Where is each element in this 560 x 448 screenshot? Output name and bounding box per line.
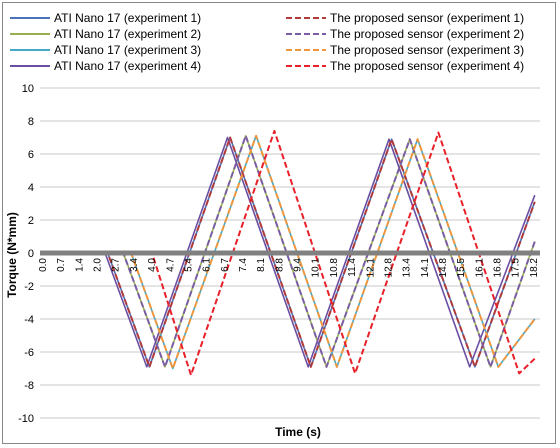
y-tick-label: 0 <box>28 248 34 260</box>
legend: ATI Nano 17 (experiment 1) ATI Nano 17 (e… <box>10 11 524 73</box>
x-tick-label: 14.1 <box>420 258 431 278</box>
x-tick-label: 12.1 <box>365 258 376 278</box>
x-tick-label: 18.2 <box>529 258 540 278</box>
y-tick-label: -6 <box>24 347 34 359</box>
x-tick-label: 16.1 <box>474 258 485 278</box>
x-tick-label: 17.5 <box>511 258 522 278</box>
y-tick-label: -2 <box>24 281 34 293</box>
chart-frame <box>2 2 556 444</box>
legend-label-5: The proposed sensor (experiment 1) <box>330 11 524 25</box>
y-tick-label: 8 <box>28 116 34 128</box>
x-tick-label: 6.7 <box>220 258 231 272</box>
x-tick-label: 1.4 <box>74 258 85 272</box>
y-tick-label: -10 <box>18 413 34 425</box>
x-tick-label: 15.5 <box>456 258 467 278</box>
x-tick-label: 8.8 <box>274 258 285 272</box>
x-tick-label: 5.4 <box>184 258 195 272</box>
y-tick-label: -4 <box>24 314 34 326</box>
x-tick-labels: 0.0 0.7 1.4 2.0 2.7 3.4 4.0 4.7 5.4 6.1 6.7 7.4 8.1 8… <box>38 258 540 278</box>
x-tick-label: 4.7 <box>165 258 176 272</box>
y-tick-label: 10 <box>22 83 34 95</box>
legend-label-1: ATI Nano 17 (experiment 1) <box>54 11 201 25</box>
x-tick-label: 3.4 <box>129 258 140 272</box>
x-tick-label: 7.4 <box>238 258 249 272</box>
x-tick-label: 9.4 <box>293 258 304 272</box>
legend-label-2: ATI Nano 17 (experiment 2) <box>54 27 201 41</box>
y-tick-labels: -10 -8 -6 -4 -2 0 2 4 6 8 10 <box>18 83 34 425</box>
y-axis-title: Torque (N*mm) <box>5 212 19 298</box>
x-tick-label: 14.8 <box>438 258 449 278</box>
x-tick-label: 12.8 <box>384 258 395 278</box>
x-tick-label: 10.1 <box>311 258 322 278</box>
legend-label-4: ATI Nano 17 (experiment 4) <box>54 59 201 73</box>
x-tick-label: 2.0 <box>93 258 104 272</box>
series-line-7 <box>40 134 536 370</box>
x-tick-label: 0.0 <box>38 258 49 272</box>
x-tick-label: 2.7 <box>111 258 122 272</box>
legend-label-6: The proposed sensor (experiment 2) <box>330 27 524 41</box>
y-tick-label: 4 <box>28 182 34 194</box>
legend-label-7: The proposed sensor (experiment 3) <box>330 43 524 57</box>
y-tick-label: 6 <box>28 149 34 161</box>
y-tick-label: -8 <box>24 380 34 392</box>
x-tick-label: 0.7 <box>56 258 67 272</box>
x-tick-label: 11.4 <box>347 258 358 277</box>
y-tick-label: 2 <box>28 215 34 227</box>
x-tick-label: 10.8 <box>329 258 340 278</box>
legend-label-3: ATI Nano 17 (experiment 3) <box>54 43 201 57</box>
x-tick-label: 16.8 <box>493 258 504 278</box>
legend-label-8: The proposed sensor (experiment 4) <box>330 59 524 73</box>
x-tick-label: 8.1 <box>256 258 267 272</box>
x-axis-title: Time (s) <box>275 425 321 439</box>
x-tick-label: 4.0 <box>147 258 158 272</box>
x-tick-label: 6.1 <box>202 258 213 272</box>
x-tick-label: 13.4 <box>402 258 413 278</box>
